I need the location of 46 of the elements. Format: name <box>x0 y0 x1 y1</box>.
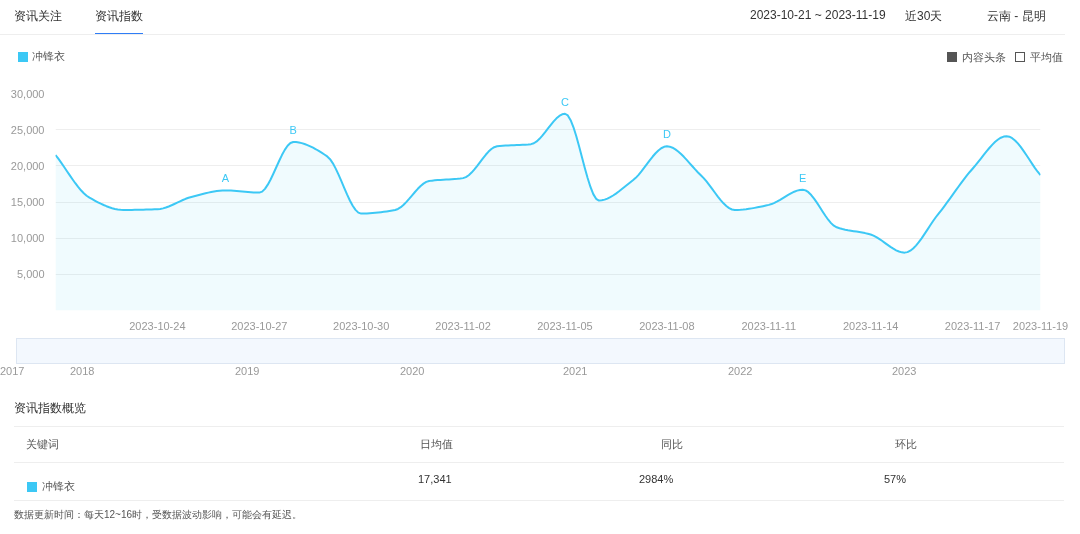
x-tick-label: 2023-10-30 <box>333 319 390 332</box>
y-tick-label: 30,000 <box>10 87 45 100</box>
x-tick-label: 2023-11-05 <box>537 319 593 332</box>
text: 2023 <box>892 365 917 377</box>
text: 平均值 <box>1030 50 1063 65</box>
text: 内容头条 <box>962 50 1006 65</box>
x-tick-label: 2023-11-19 <box>1012 319 1069 332</box>
text: 2019 <box>235 365 260 377</box>
text: 2017 <box>0 365 25 377</box>
y-tick-label: 25,000 <box>10 123 45 136</box>
y-tick-label: 5,000 <box>16 268 45 281</box>
text: 2020 <box>400 365 425 377</box>
text: 2984% <box>639 473 674 485</box>
text: 资讯关注 <box>14 8 62 25</box>
annotation: B <box>289 123 297 136</box>
text: 2022 <box>728 365 753 377</box>
text: 57% <box>884 473 907 485</box>
text: 2023-10-21 ~ 2023-11-19 <box>750 8 886 22</box>
x-tick-label: 2023-11-17 <box>944 319 1001 332</box>
legend-label: 冲锋衣 <box>32 49 65 64</box>
text: 冲锋衣 <box>42 479 75 494</box>
text: 日均值 <box>420 437 453 452</box>
text: 近30天 <box>905 8 943 25</box>
y-tick-label: 10,000 <box>10 232 45 245</box>
text: 2018 <box>70 365 95 377</box>
annotation: A <box>221 172 230 185</box>
x-tick-label: 2023-11-08 <box>639 319 695 332</box>
y-tick-label: 20,000 <box>10 159 45 172</box>
text: 资讯指数概览 <box>14 400 86 417</box>
y-tick-label: 15,000 <box>10 196 45 208</box>
text: 17,341 <box>418 473 452 485</box>
text: 云南 - 昆明 <box>987 8 1046 25</box>
x-tick-label: 2023-10-27 <box>231 319 288 332</box>
x-tick-label: 2023-10-24 <box>129 319 186 332</box>
text: 关键词 <box>26 437 59 452</box>
text: 数据更新时间：每天12~16时，受数据波动影响，可能会有延迟。 <box>14 508 303 522</box>
x-tick-label: 2023-11-11 <box>741 319 797 332</box>
annotation: D <box>662 128 671 141</box>
text: 同比 <box>661 437 683 452</box>
x-tick-label: 2023-11-02 <box>435 319 491 332</box>
x-tick-label: 2023-11-14 <box>842 319 899 332</box>
text: 环比 <box>895 437 917 452</box>
text: 2021 <box>563 365 588 377</box>
annotation: E <box>799 171 807 184</box>
text: 资讯指数 <box>95 8 143 35</box>
annotation: C <box>561 95 570 108</box>
